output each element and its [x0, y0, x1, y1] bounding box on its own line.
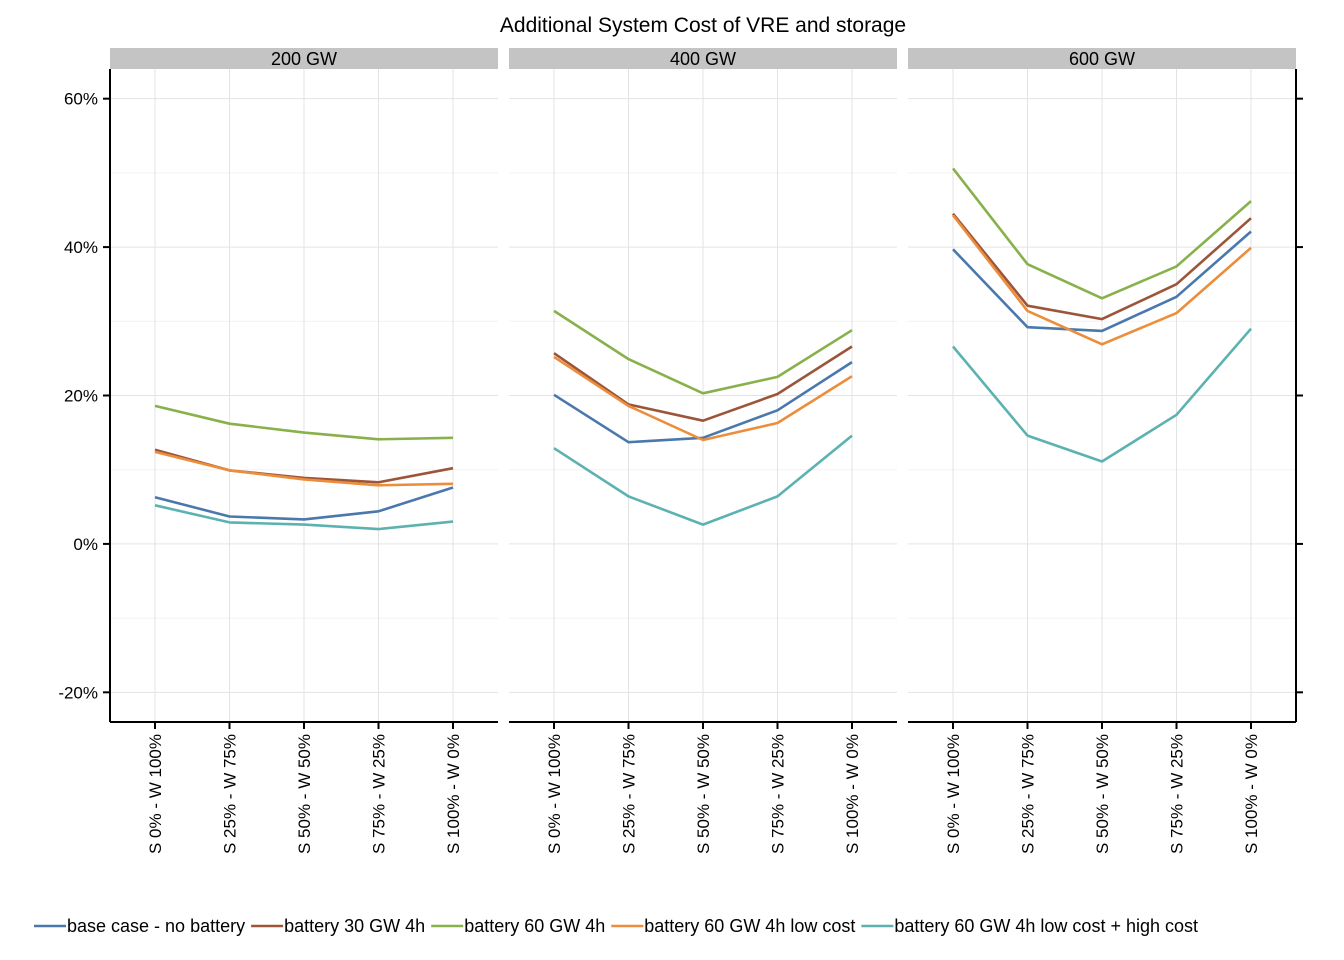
y-axis-right [1295, 69, 1303, 722]
legend-item: base case - no battery [34, 916, 245, 936]
facet-strip-label: 400 GW [670, 49, 736, 69]
series-line-5 [952, 327, 1252, 463]
y-tick-label: 60% [64, 90, 98, 109]
y-tick-label: 40% [64, 238, 98, 257]
legend-item: battery 60 GW 4h [431, 916, 605, 936]
legend-label: battery 60 GW 4h [464, 916, 605, 936]
chart-title: Additional System Cost of VRE and storag… [500, 14, 906, 37]
series-line-1 [154, 486, 454, 521]
x-tick-label: S 0% - W 100% [944, 734, 963, 854]
legend-item: battery 60 GW 4h low cost [611, 916, 855, 936]
series-line-4 [951, 214, 1252, 346]
panels: 200 GW S 0% - W 100% S 25% - W 75% S 50% - … [58, 48, 1303, 854]
legend-label: base case - no battery [67, 916, 245, 936]
series-line-2 [553, 345, 853, 423]
x-tick-label: S 50% - W 50% [295, 734, 314, 854]
x-tick-label: S 50% - W 50% [694, 734, 713, 854]
series-line-3 [553, 309, 853, 395]
series-line-4 [553, 355, 853, 442]
facet-panel: 600 GW S 0% - W 100% S 25% - W 75% S 50% - … [908, 48, 1296, 854]
legend-item: battery 60 GW 4h low cost + high cost [861, 916, 1198, 936]
series-line-1 [952, 230, 1252, 333]
x-tick-label: S 0% - W 100% [545, 734, 564, 854]
x-tick-label: S 25% - W 75% [620, 734, 639, 854]
series-line-5 [154, 504, 454, 531]
x-tick-label: S 75% - W 25% [769, 734, 788, 854]
legend-label: battery 60 GW 4h low cost + high cost [894, 916, 1198, 936]
series-line-5 [553, 434, 853, 526]
x-tick-label: S 100% - W 0% [444, 734, 463, 854]
x-tick-label: S 75% - W 25% [1168, 734, 1187, 854]
legend-label: battery 30 GW 4h [284, 916, 425, 936]
x-tick-label: S 0% - W 100% [146, 734, 165, 854]
y-axis-left: -20% 0% 20% 40% 60% [58, 69, 111, 722]
series-line-2 [951, 212, 1252, 321]
legend-label: battery 60 GW 4h low cost [644, 916, 855, 936]
y-tick-label: -20% [58, 683, 98, 702]
x-tick-label: S 50% - W 50% [1093, 734, 1112, 854]
series-line-4 [154, 450, 454, 487]
facet-strip [110, 48, 498, 69]
x-tick-label: S 100% - W 0% [843, 734, 862, 854]
series-line-3 [154, 404, 454, 441]
series-line-1 [553, 361, 853, 444]
facet-strip-label: 200 GW [271, 49, 337, 69]
facet-panel: 400 GW S 0% - W 100% S 25% - W 75% S 50% - … [509, 48, 897, 854]
legend: base case - no battery battery 30 GW 4h ba… [34, 916, 1198, 936]
x-tick-label: S 25% - W 75% [221, 734, 240, 854]
x-tick-label: S 75% - W 25% [370, 734, 389, 854]
facet-strip [509, 48, 897, 69]
x-tick-label: S 25% - W 75% [1019, 734, 1038, 854]
x-tick-label: S 100% - W 0% [1242, 734, 1261, 854]
y-tick-label: 0% [73, 535, 98, 554]
facet-strip-label: 600 GW [1069, 49, 1135, 69]
series-line-3 [951, 167, 1252, 300]
facet-panel: 200 GW S 0% - W 100% S 25% - W 75% S 50% - … [110, 48, 498, 854]
y-tick-label: 20% [64, 387, 98, 406]
legend-item: battery 30 GW 4h [251, 916, 425, 936]
facet-strip [908, 48, 1296, 69]
